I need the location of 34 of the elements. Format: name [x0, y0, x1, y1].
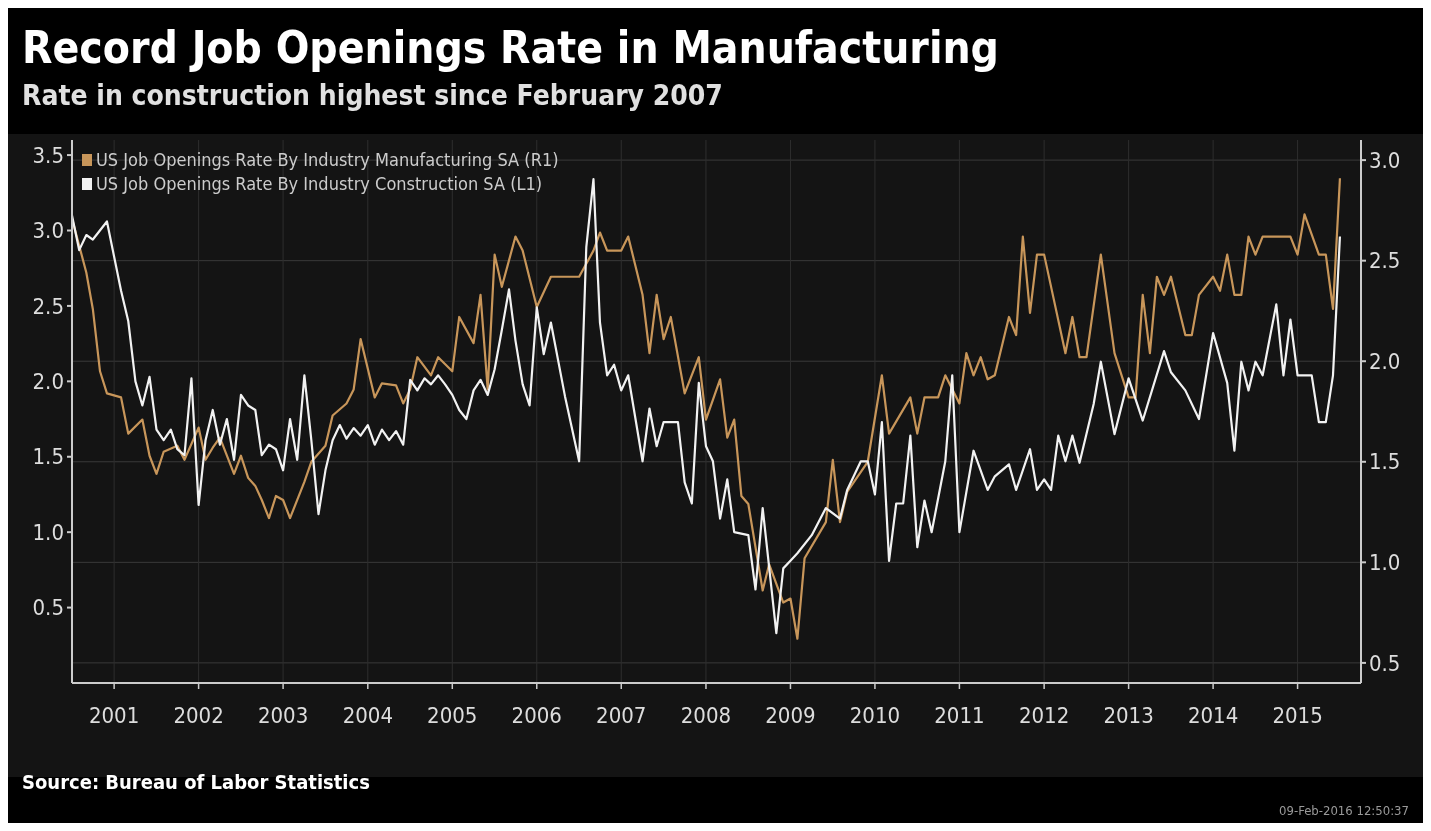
y2-tick-label: 0.5	[1369, 650, 1401, 676]
y-tick-label: 2.0	[32, 369, 64, 395]
y2-tick-label: 1.0	[1369, 550, 1401, 576]
x-tick-label: 2008	[680, 703, 732, 728]
x-tick-label: 2011	[934, 703, 985, 728]
x-tick-label: 2009	[765, 703, 816, 728]
y2-tick-label: 2.5	[1369, 248, 1401, 274]
x-tick-label: 2010	[849, 703, 901, 728]
x-tick-label: 2001	[88, 703, 140, 728]
source-note: Source: Bureau of Labor Statistics	[22, 770, 370, 794]
y-tick-label: 3.0	[32, 218, 64, 244]
x-tick-label: 2002	[173, 703, 224, 728]
y-tick-label: 3.5	[32, 142, 64, 168]
chart-subtitle: Rate in construction highest since February 2007	[22, 79, 723, 112]
x-tick-label: 2006	[511, 703, 562, 728]
x-tick-label: 2014	[1187, 703, 1239, 728]
x-tick-label: 2013	[1103, 703, 1154, 728]
y-tick-label: 1.5	[32, 444, 64, 470]
x-tick-label: 2015	[1272, 703, 1323, 728]
x-tick-label: 2007	[596, 703, 647, 728]
y-tick-label: 0.5	[32, 595, 64, 621]
x-tick-label: 2003	[257, 703, 309, 728]
y-tick-label: 1.0	[32, 519, 64, 545]
legend-label: US Job Openings Rate By Industry Construction SA (L1)	[96, 173, 543, 194]
legend-label: US Job Openings Rate By Industry Manufacturing SA (R1)	[96, 149, 559, 170]
chart-title: Record Job Openings Rate in Manufacturing	[22, 22, 999, 73]
y2-tick-label: 3.0	[1369, 147, 1401, 173]
x-tick-label: 2004	[342, 703, 393, 728]
x-tick-label: 2005	[427, 703, 478, 728]
text: 09-Feb-2016 12:50:37	[1279, 803, 1409, 818]
x-tick-label: 2012	[1018, 703, 1070, 728]
y2-tick-label: 2.0	[1369, 348, 1401, 374]
y2-tick-label: 1.5	[1369, 449, 1401, 475]
y-tick-label: 2.5	[32, 293, 64, 319]
